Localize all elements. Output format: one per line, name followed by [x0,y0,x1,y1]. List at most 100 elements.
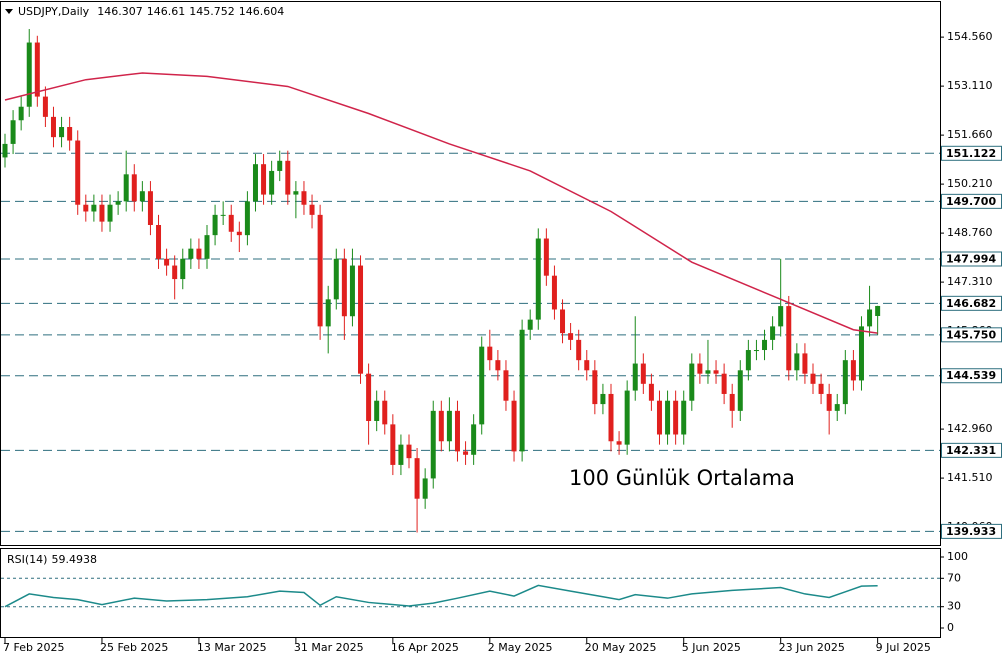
y-tick-label: 151.660 [947,128,993,141]
x-tick-label: 25 Feb 2025 [100,641,168,654]
candle-body [123,174,129,202]
candle-body [729,393,735,411]
candle-body [422,478,428,499]
candle-body [285,160,291,195]
y-tick-label: 150.210 [947,177,993,190]
candle-body [188,248,194,259]
candle-body [495,360,501,371]
candle-body [737,370,743,411]
candle-body [366,373,372,421]
candle-body [446,410,452,442]
high-value: 146.61 [147,5,186,18]
rsi-tick-label: 30 [947,600,961,613]
candle-body [753,350,759,352]
candle-body [317,214,323,327]
low-value: 145.752 [189,5,235,18]
candle-body [826,393,832,411]
candle-body [147,191,153,226]
candle-body [673,400,679,435]
y-tick-label: 148.760 [947,226,993,239]
candle-body [107,204,113,222]
candle-body [511,400,517,452]
candle-body [697,363,703,374]
candle-body [406,444,412,459]
candle-body [624,390,630,445]
candle-body [374,400,380,421]
y-tick-label: 142.960 [947,422,993,435]
candle-body [438,410,444,442]
rsi-tick-label: 0 [947,621,954,634]
candle-body [2,143,8,158]
candle-body [309,204,315,215]
level-label-box [941,251,1002,267]
level-label: 149.700 [946,195,996,208]
x-tick-label: 9 Jul 2025 [876,641,931,654]
candle-body [196,248,202,259]
candle-body [519,329,525,452]
candle-body [665,400,671,435]
x-tick-label: 23 Jun 2025 [779,641,845,654]
rsi-title: RSI(14) [7,553,47,566]
candle-body [26,42,32,107]
candle-body [616,441,622,445]
level-label: 145.750 [946,328,996,341]
level-label-box [941,368,1002,384]
level-label-box [941,523,1002,539]
level-label-box [941,442,1002,458]
candle-body [228,214,234,232]
candle-body [850,360,856,381]
candle-body [341,258,347,317]
rsi-tick-label: 100 [947,550,968,563]
candle-body [212,214,218,236]
candle-body [75,140,81,205]
x-tick-label: 7 Feb 2025 [3,641,64,654]
candle-body [269,170,275,195]
rsi-value: 59.4938 [51,553,97,566]
rsi-line [4,584,878,608]
level-label-box [941,145,1002,161]
candle-body [293,191,299,195]
level-label: 139.933 [946,525,996,538]
moving-average [4,72,878,334]
candle-body [810,373,816,384]
y-tick-label: 141.510 [947,471,993,484]
y-tick-label: 153.110 [947,79,993,92]
candle-body [301,191,307,205]
candle-body [471,424,477,455]
candle-body [560,309,566,334]
candle-body [91,204,97,212]
rsi-header: RSI(14) 59.4938 [7,553,97,566]
candle-body [858,326,864,381]
candle-body [83,204,89,212]
level-label: 142.331 [946,444,996,457]
candle-body [10,120,16,144]
annotation: 100 Günlük Ortalama [569,466,795,490]
candle-body [42,96,48,117]
candle-body [277,160,283,171]
candle-body [139,191,145,202]
x-tick-label: 2 May 2025 [488,641,553,654]
candle-body [527,319,533,330]
candle-body [648,383,654,401]
candle-body [584,360,590,371]
candle-body [487,346,493,361]
candle-body [325,299,331,327]
level-label-box [941,193,1002,209]
candle-body [818,383,824,394]
candle-body [568,333,574,340]
candle-body [261,164,267,195]
candle-body [398,444,404,465]
candle-body [204,235,210,259]
candle-body [252,164,258,202]
x-tick-label: 31 Mar 2025 [294,641,364,654]
candle-body [172,265,178,280]
candle-body [479,346,485,425]
candle-body [18,106,24,121]
open-value: 146.307 [97,5,143,18]
candle-body [794,353,800,371]
main-frame [0,1,941,546]
candle-body [745,350,751,371]
candle-body [454,410,460,452]
candle-body [632,363,638,391]
